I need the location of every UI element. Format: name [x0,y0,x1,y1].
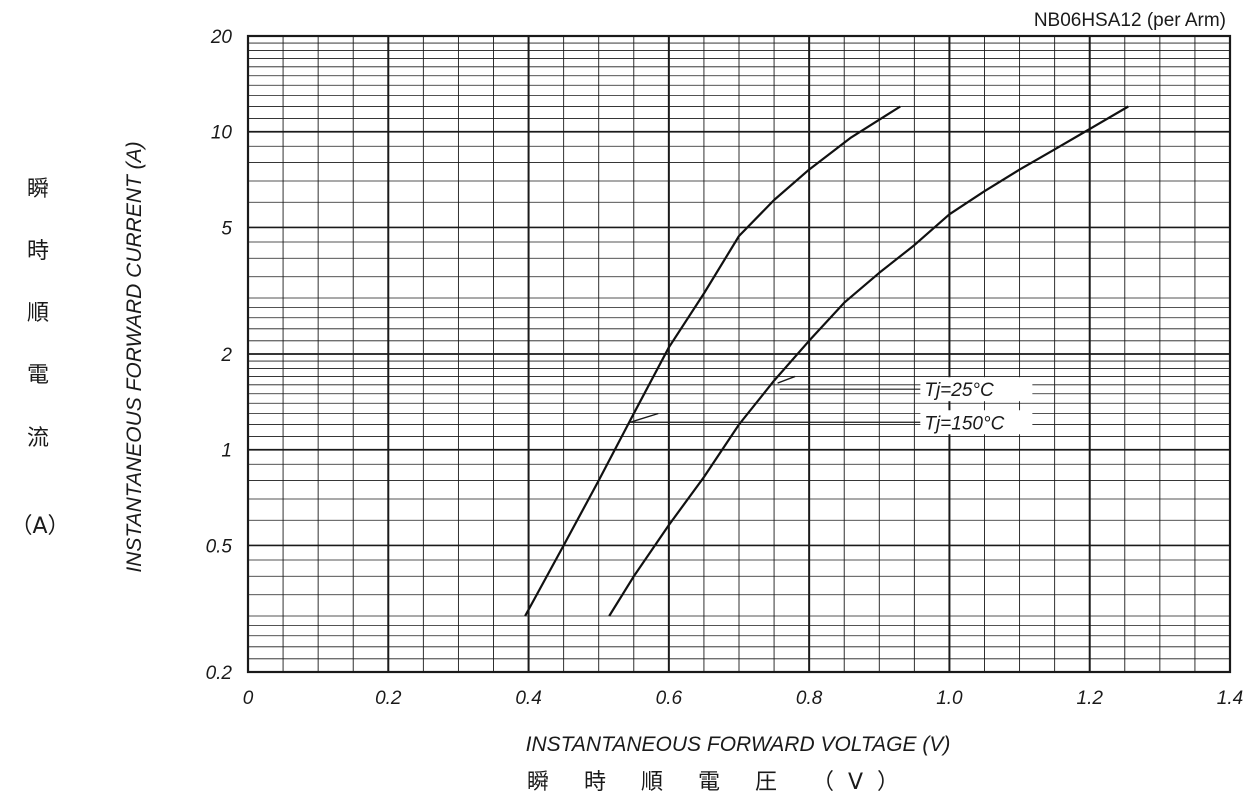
chart-legend: Tj=25°C Tj=150°C [630,375,1033,435]
x-tick-label: 1.4 [1217,688,1243,709]
y-tick-label: 10 [211,123,233,144]
y-axis-title-jp-char: 流 [27,426,49,451]
axis-ticks: 0 0.2 0.4 0.6 0.8 1.0 1.2 1.4 20 10 5 2 1 0.5 0.2 [206,27,1244,709]
legend-label: Tj=25°C [924,380,994,401]
x-axis-title-jp: 瞬 時 順 電 圧 （V） [527,770,913,795]
y-tick-label: 5 [221,218,232,239]
y-tick-label: 1 [221,441,232,462]
x-tick-label: 1.2 [1077,688,1104,709]
legend-label-backdrop [920,377,1033,402]
chart-title: NB06HSA12 (per Arm) [1034,10,1226,31]
x-axis-title: INSTANTANEOUS FORWARD VOLTAGE (V) [526,733,951,756]
legend-leader-tick [630,412,659,423]
y-axis-title-jp: 瞬 時 順 電 流 （A） [10,177,69,539]
x-tick-label: 0 [243,688,254,709]
plot-frame [246,34,1232,674]
y-axis-title-jp-char: 順 [27,301,49,326]
chart-series [524,105,1129,617]
series-line [608,105,1129,617]
x-tick-label: 0.4 [515,688,541,709]
chart-grid [246,34,1232,674]
legend-leader-tick [777,375,796,384]
x-tick-label: 0.6 [656,688,683,709]
x-tick-label: 0.8 [796,688,823,709]
legend-label-backdrop [920,410,1033,435]
x-tick-label: 1.0 [936,688,963,709]
series-line [524,105,901,617]
y-tick-label: 2 [220,345,232,366]
y-tick-label: 0.5 [206,536,233,557]
y-axis-title-jp-char: 電 [27,363,49,388]
legend-label: Tj=150°C [924,413,1004,434]
y-tick-label: 20 [210,27,233,48]
y-axis-title: INSTANTANEOUS FORWARD CURRENT (A) [123,141,146,572]
y-axis-title-jp-char: 時 [27,239,49,264]
y-tick-label: 0.2 [206,663,233,684]
x-tick-label: 0.2 [375,688,402,709]
y-axis-title-jp-char: 瞬 [27,177,49,202]
y-axis-title-jp-unit: （A） [10,514,69,539]
